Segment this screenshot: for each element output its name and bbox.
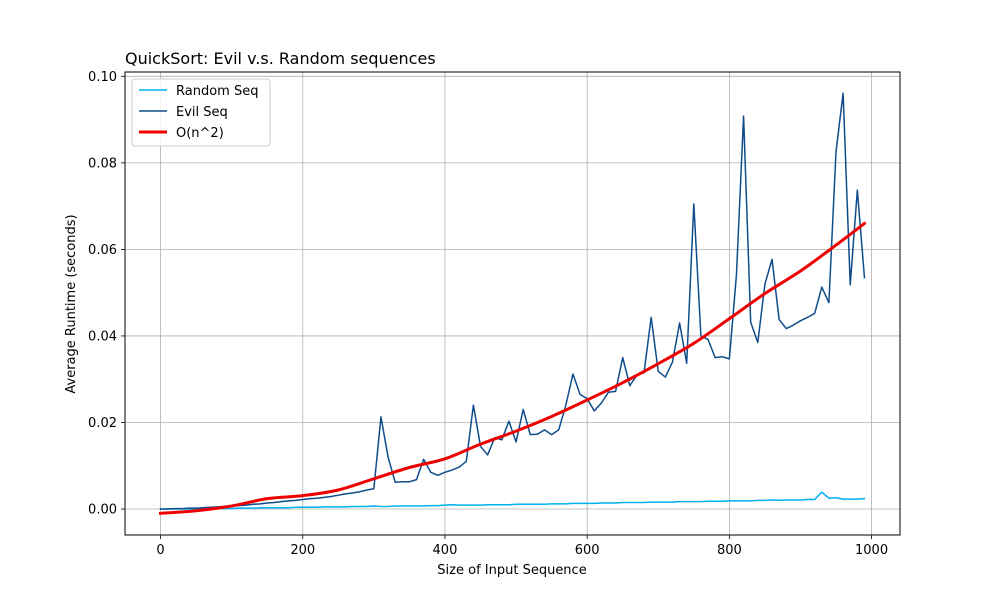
x-tick-label: 0 [156, 543, 164, 558]
y-tick-label: 0.06 [88, 243, 117, 258]
series-line-random-seq [159, 491, 866, 510]
y-tick-label: 0.04 [88, 329, 117, 344]
y-tick-label: 0.00 [88, 503, 117, 518]
chart-title: QuickSort: Evil v.s. Random sequences [125, 49, 436, 68]
y-axis-ticks: 0.00 0.02 0.04 0.06 0.08 0.10 [88, 70, 125, 518]
x-tick-label: 600 [575, 543, 600, 558]
legend-box [131, 78, 271, 147]
series-line-on2 [158, 221, 867, 515]
x-tick-label: 1000 [855, 543, 888, 558]
x-tick-label: 400 [433, 543, 458, 558]
x-tick-label: 200 [290, 543, 315, 558]
y-axis-label: Average Runtime (seconds) [64, 214, 79, 393]
x-axis-ticks: 0 200 400 600 800 1000 [156, 535, 888, 558]
legend-on2-label: O(n^2) [176, 126, 224, 141]
legend-random-seq-label: Random Seq [176, 84, 258, 99]
x-tick-label: 800 [717, 543, 742, 558]
y-tick-label: 0.08 [88, 156, 117, 171]
series-layer [158, 92, 867, 515]
y-tick-label: 0.10 [88, 70, 117, 85]
legend-evil-seq-label: Evil Seq [176, 105, 228, 120]
grid-lines [125, 72, 900, 535]
x-axis-label: Size of Input Sequence [437, 563, 586, 578]
plot-area-frame [124, 71, 901, 536]
y-tick-label: 0.02 [88, 416, 117, 431]
legend: Random Seq Evil Seq O(n^2) [131, 78, 271, 147]
